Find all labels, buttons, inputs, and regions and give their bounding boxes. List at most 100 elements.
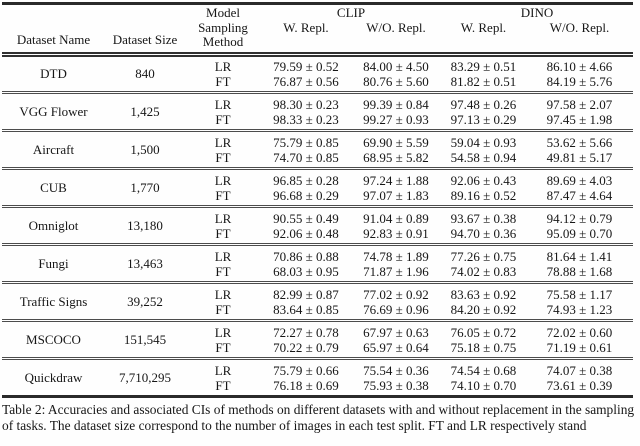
value-ft: 92.83 ± 0.91	[363, 225, 429, 241]
table-row-aircraft: Aircraft 1,500 LR FT 75.79 ± 0.85 74.70 ± …	[2, 130, 633, 170]
table-row-omniglot: Omniglot 13,180 LR FT 90.55 ± 0.49 92.06 ±…	[2, 206, 633, 246]
clip-wrepl-cell: 98.30 ± 0.23 98.33 ± 0.23	[261, 92, 351, 132]
dino-wrepl-cell: 77.26 ± 0.75 74.02 ± 0.83	[441, 244, 526, 284]
value-lr: 75.79 ± 0.66	[273, 362, 339, 378]
value-ft: 76.69 ± 0.96	[363, 301, 429, 317]
value-lr: 77.26 ± 0.75	[450, 248, 517, 264]
table-row-dtd: DTD 840 LR FT 79.59 ± 0.52 76.87 ± 0.56 84…	[2, 54, 633, 94]
clip-worepl-cell: 75.54 ± 0.36 75.93 ± 0.38	[351, 359, 441, 397]
value-lr: 89.69 ± 4.03	[546, 172, 613, 188]
dataset-name: DTD	[2, 54, 105, 94]
sampling-method-cell: LR FT	[185, 359, 261, 397]
method-ft-label: FT	[215, 301, 231, 317]
col-header-dataset-size: Dataset Size	[105, 3, 185, 57]
value-lr: 53.62 ± 5.66	[546, 134, 613, 150]
clip-wrepl-cell: 82.99 ± 0.87 83.64 ± 0.85	[261, 282, 351, 322]
value-ft: 68.95 ± 5.82	[363, 149, 429, 165]
header-method-line: Method	[202, 34, 244, 49]
dino-worepl-cell: 89.69 ± 4.03 87.47 ± 4.64	[526, 168, 633, 208]
dino-wrepl-cell: 59.04 ± 0.93 54.58 ± 0.94	[441, 130, 526, 170]
sampling-method-cell: LR FT	[185, 244, 261, 284]
clip-worepl-cell: 99.39 ± 0.84 99.27 ± 0.93	[351, 92, 441, 132]
value-ft: 84.20 ± 0.92	[450, 301, 517, 317]
value-lr: 72.02 ± 0.60	[546, 324, 613, 340]
clip-wo-repl-header: W/O. Repl.	[366, 19, 426, 35]
dataset-name: VGG Flower	[2, 92, 105, 132]
header-model-line: Model	[206, 5, 240, 20]
clip-wrepl-cell: 72.27 ± 0.78 70.22 ± 0.79	[261, 320, 351, 360]
value-ft: 71.19 ± 0.61	[546, 339, 613, 355]
dataset-name: Aircraft	[2, 130, 105, 170]
dino-wo-repl-header: W/O. Repl.	[549, 19, 610, 35]
dataset-size: 1,425	[105, 92, 185, 132]
sampling-method-cell: LR FT	[185, 168, 261, 208]
value-lr: 59.04 ± 0.93	[450, 134, 517, 150]
table-row-mscoco: MSCOCO 151,545 LR FT 72.27 ± 0.78 70.22 ± …	[2, 320, 633, 360]
dino-wrepl-cell: 93.67 ± 0.38 94.70 ± 0.36	[441, 206, 526, 246]
table-row-fungi: Fungi 13,463 LR FT 70.86 ± 0.88 68.03 ± 0.…	[2, 244, 633, 284]
dino-wrepl-cell: 92.06 ± 0.43 89.16 ± 0.52	[441, 168, 526, 208]
value-lr: 72.27 ± 0.78	[273, 324, 339, 340]
clip-worepl-cell: 84.00 ± 4.50 80.76 ± 5.60	[351, 54, 441, 94]
value-ft: 74.10 ± 0.70	[450, 377, 517, 393]
dino-wrepl-cell: 74.54 ± 0.68 74.10 ± 0.70	[441, 359, 526, 397]
method-ft-label: FT	[215, 149, 231, 165]
dataset-size: 39,252	[105, 282, 185, 322]
dino-worepl-cell: 94.12 ± 0.79 95.09 ± 0.70	[526, 206, 633, 246]
dino-w-repl-header: W. Repl.	[460, 19, 507, 35]
value-lr: 94.12 ± 0.79	[546, 210, 613, 226]
value-ft: 95.09 ± 0.70	[546, 225, 613, 241]
col-header-dino-group: DINO W. Repl. W/O. Repl.	[441, 3, 633, 57]
dino-worepl-cell: 81.64 ± 1.41 78.88 ± 1.68	[526, 244, 633, 284]
value-lr: 67.97 ± 0.63	[363, 324, 429, 340]
method-lr-label: LR	[214, 324, 232, 340]
clip-worepl-cell: 97.24 ± 1.88 97.07 ± 1.83	[351, 168, 441, 208]
value-ft: 89.16 ± 0.52	[450, 187, 517, 203]
dino-group-label: DINO	[520, 5, 554, 20]
method-ft-label: FT	[215, 339, 231, 355]
clip-worepl-cell: 91.04 ± 0.89 92.83 ± 0.91	[351, 206, 441, 246]
sampling-method-cell: LR FT	[185, 282, 261, 322]
clip-wrepl-cell: 75.79 ± 0.66 76.18 ± 0.69	[261, 359, 351, 397]
value-ft: 68.03 ± 0.95	[273, 263, 339, 279]
clip-worepl-cell: 67.97 ± 0.63 65.97 ± 0.64	[351, 320, 441, 360]
value-lr: 79.59 ± 0.52	[273, 59, 339, 74]
clip-w-repl-header: W. Repl.	[283, 19, 329, 35]
dataset-name: Omniglot	[2, 206, 105, 246]
dino-wrepl-cell: 83.63 ± 0.92 84.20 ± 0.92	[441, 282, 526, 322]
method-ft-label: FT	[215, 111, 231, 127]
sampling-method-cell: LR FT	[185, 92, 261, 132]
value-ft: 75.18 ± 0.75	[450, 339, 517, 355]
value-lr: 97.48 ± 0.26	[450, 96, 517, 112]
value-ft: 75.93 ± 0.38	[363, 377, 429, 393]
value-ft: 97.45 ± 1.98	[546, 111, 613, 127]
dino-worepl-cell: 97.58 ± 2.07 97.45 ± 1.98	[526, 92, 633, 132]
value-lr: 82.99 ± 0.87	[273, 286, 339, 302]
clip-group-label: CLIP	[336, 5, 366, 20]
value-lr: 97.24 ± 1.88	[363, 172, 429, 188]
method-lr-label: LR	[214, 59, 232, 74]
dataset-size: 151,545	[105, 320, 185, 360]
value-ft: 87.47 ± 4.64	[546, 187, 613, 203]
clip-wrepl-cell: 96.85 ± 0.28 96.68 ± 0.29	[261, 168, 351, 208]
value-lr: 92.06 ± 0.43	[450, 172, 517, 188]
value-lr: 70.86 ± 0.88	[273, 248, 339, 264]
clip-wrepl-cell: 75.79 ± 0.85 74.70 ± 0.85	[261, 130, 351, 170]
col-header-clip-group: CLIP W. Repl. W/O. Repl.	[261, 3, 441, 57]
value-lr: 74.07 ± 0.38	[546, 362, 613, 378]
value-ft: 70.22 ± 0.79	[273, 339, 339, 355]
method-lr-label: LR	[214, 172, 232, 188]
value-ft: 94.70 ± 0.36	[450, 225, 517, 241]
method-ft-label: FT	[215, 74, 231, 89]
value-ft: 74.02 ± 0.83	[450, 263, 517, 279]
value-lr: 91.04 ± 0.89	[363, 210, 429, 226]
value-ft: 83.64 ± 0.85	[273, 301, 339, 317]
table-row-quickdraw: Quickdraw 7,710,295 LR FT 75.79 ± 0.66 76.…	[2, 359, 633, 397]
method-lr-label: LR	[214, 362, 232, 378]
value-lr: 98.30 ± 0.23	[273, 96, 339, 112]
value-ft: 76.87 ± 0.56	[273, 74, 339, 89]
value-lr: 86.10 ± 4.66	[546, 59, 613, 74]
value-lr: 75.58 ± 1.17	[546, 286, 613, 302]
value-lr: 74.54 ± 0.68	[450, 362, 517, 378]
